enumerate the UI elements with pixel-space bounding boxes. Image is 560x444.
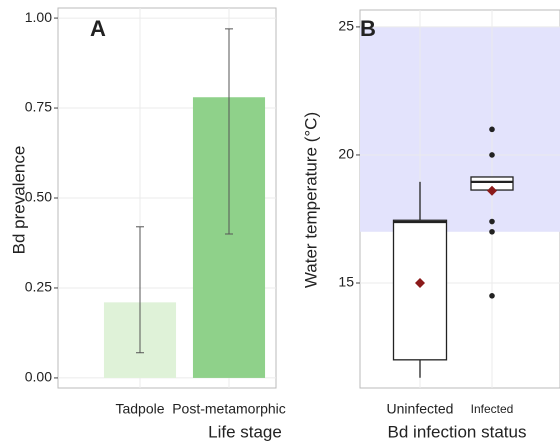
y-tick-label: 25 — [338, 18, 354, 34]
y-tick-label: 0.75 — [25, 99, 52, 115]
y-tick-label: 1.00 — [25, 9, 52, 25]
x-tick-label: Post-metamorphic — [172, 401, 286, 417]
y-tick-label: 0.50 — [25, 189, 52, 205]
y-tick-label: 0.25 — [25, 279, 52, 295]
outlier — [489, 293, 495, 299]
x-tick-label: Uninfected — [387, 401, 454, 417]
y-tick-label: 0.00 — [25, 369, 52, 385]
outlier — [489, 228, 495, 235]
x-axis-title: Life stage — [208, 422, 282, 441]
mean-marker — [487, 185, 497, 196]
y-tick-label: 15 — [338, 274, 354, 290]
x-tick-label: Infected — [471, 402, 514, 416]
box — [392, 219, 448, 361]
panel-label: B — [360, 16, 376, 41]
outlier — [489, 218, 495, 225]
outlier — [489, 152, 495, 158]
y-axis-title: Water temperature (°C) — [301, 112, 320, 288]
y-axis-title: Bd prevalence — [9, 146, 28, 255]
y-tick-label: 20 — [338, 146, 354, 162]
outlier — [489, 126, 495, 133]
panel-label: A — [90, 16, 106, 41]
x-tick-label: Tadpole — [115, 401, 164, 417]
shaded-region — [360, 26, 560, 232]
x-axis-title: Bd infection status — [388, 422, 527, 441]
mean-marker — [415, 278, 425, 288]
